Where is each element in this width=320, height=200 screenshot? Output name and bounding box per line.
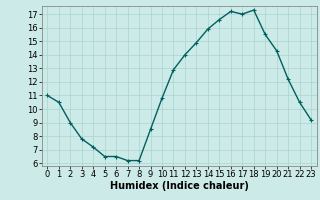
X-axis label: Humidex (Indice chaleur): Humidex (Indice chaleur)	[110, 181, 249, 191]
